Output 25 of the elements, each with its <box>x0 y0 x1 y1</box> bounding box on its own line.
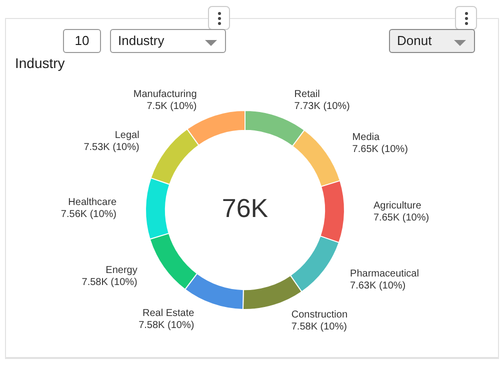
text: Industry <box>110 29 226 53</box>
slice-label: Energy <box>106 264 138 276</box>
data-label: 7.5K (10%) <box>146 100 197 112</box>
text: Donut <box>389 29 475 53</box>
data-label: 7.73K (10%) <box>294 101 350 112</box>
slice-label: Media <box>352 132 380 144</box>
slice-label: Construction <box>291 309 348 320</box>
slice-label: Agriculture <box>373 200 422 212</box>
slice-label: Pharmaceutical <box>350 268 419 280</box>
data-label: 7.58K (10%) <box>138 320 194 331</box>
data-label: 7.58K (10%) <box>291 321 347 332</box>
data-label: 7.53K (10%) <box>84 142 140 153</box>
slice-label: Retail <box>294 89 320 100</box>
text: 76K <box>222 193 269 224</box>
slice-label: Healthcare <box>68 196 117 208</box>
data-label: 7.65K (10%) <box>352 144 408 156</box>
slice-label: Real Estate <box>142 308 195 319</box>
text: 10 <box>63 29 101 53</box>
data-label: 7.63K (10%) <box>350 280 406 292</box>
chart-title: Industry <box>15 55 65 71</box>
slice-label: Legal <box>114 130 140 141</box>
data-label: 7.56K (10%) <box>60 208 117 220</box>
slice-label: Manufacturing <box>133 88 197 100</box>
data-label: 7.58K (10%) <box>82 276 138 288</box>
data-label: 7.65K (10%) <box>373 212 430 224</box>
